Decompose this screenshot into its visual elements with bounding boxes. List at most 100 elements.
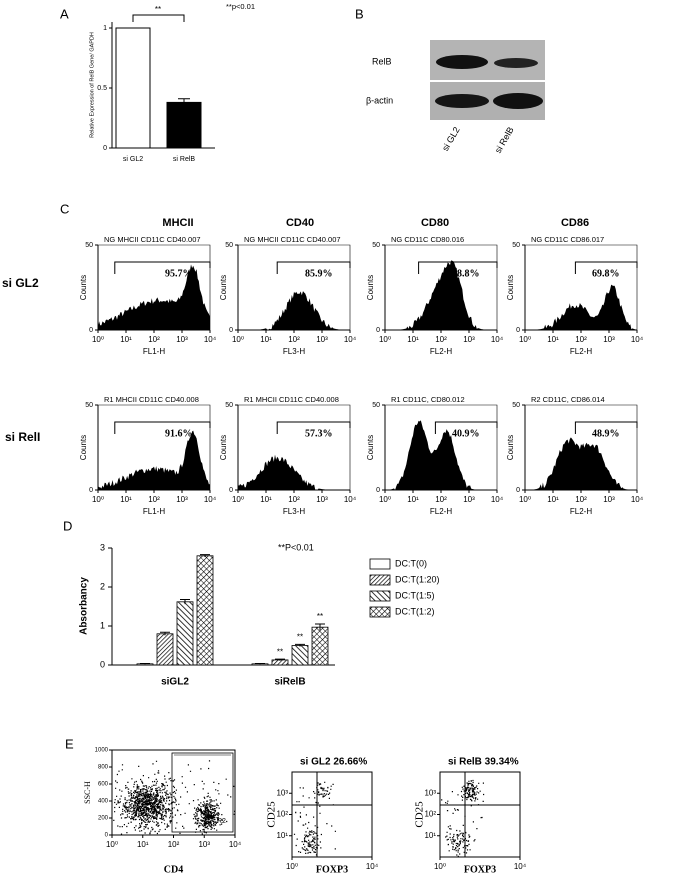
y-axis-label: CD25 — [266, 801, 278, 828]
x-tick-label: 10² — [168, 840, 180, 849]
y-tick-label: 10¹ — [276, 831, 288, 840]
x-tick-label: 10⁴ — [631, 335, 644, 344]
y-tick-label: 1 — [100, 620, 105, 630]
gate — [114, 261, 211, 274]
panel-label: D — [63, 518, 72, 533]
y-axis-label: Counts — [79, 275, 88, 300]
y-tick-label: 600 — [98, 782, 109, 788]
y-axis-label: Absorbancy — [79, 577, 90, 635]
x-tick-label: 10¹ — [137, 840, 149, 849]
y-tick-label: 0 — [103, 145, 107, 152]
error-bar — [255, 662, 265, 665]
y-tick-label: 50 — [512, 402, 520, 409]
plot-frame — [385, 244, 498, 330]
panel-label: C — [60, 201, 69, 216]
y-tick-label: 50 — [372, 242, 380, 249]
y-tick-label: 10³ — [276, 788, 288, 797]
lane-label: si RelB — [493, 125, 516, 155]
x-tick-label: 10¹ — [260, 495, 272, 504]
error-bar — [295, 643, 305, 647]
gate — [276, 261, 351, 274]
bar — [166, 101, 202, 149]
x-tick-label: 10² — [148, 335, 160, 344]
bar — [196, 555, 214, 666]
x-axis-label: FL2-H — [430, 507, 452, 516]
x-tick-label: 10⁴ — [491, 495, 504, 504]
row-label: si RelI — [5, 430, 40, 444]
y-axis-label: Counts — [366, 275, 375, 300]
y-tick-label: 800 — [98, 765, 109, 771]
plot-title: R1 CD11C, CD80.012 — [391, 395, 465, 404]
x-tick-label: 10³ — [198, 840, 210, 849]
x-tick-label: 10⁰ — [106, 840, 118, 849]
gate — [171, 752, 234, 833]
x-tick-label: siGL2 — [161, 677, 189, 688]
x-tick-label: 10⁴ — [366, 862, 379, 871]
legend-swatch — [369, 574, 391, 586]
y-tick-label: 50 — [85, 402, 93, 409]
x-tick-label: 10⁴ — [204, 495, 217, 504]
error-bar — [315, 623, 325, 631]
plot-title: NG MHCII CD11C CD40.007 — [244, 235, 341, 244]
gate — [276, 421, 351, 434]
row-label: β-actin — [366, 95, 393, 105]
gate-percent: 95.7% — [165, 268, 193, 279]
bar — [311, 626, 329, 666]
plot-frame — [525, 244, 638, 330]
y-tick-label: 10² — [424, 810, 436, 819]
lane-label: si GL2 — [440, 125, 462, 153]
gate-percent: 91.6% — [165, 428, 193, 439]
legend-swatch — [369, 558, 391, 570]
blot — [430, 40, 545, 120]
x-tick-label: 10⁴ — [229, 840, 242, 849]
y-axis-label: Counts — [79, 435, 88, 460]
x-axis-label: FL2-H — [570, 347, 592, 356]
x-axis-label: FL2-H — [570, 507, 592, 516]
plot-title: NG CD11C CD86.017 — [531, 235, 604, 244]
y-tick-label: 0 — [100, 659, 105, 669]
plot-title: R1 MHCII CD11C CD40.008 — [244, 395, 339, 404]
error-bar — [160, 631, 170, 636]
y-tick-label: 1000 — [95, 748, 109, 754]
x-tick-label: 10⁴ — [204, 335, 217, 344]
x-tick-label: siRelB — [274, 677, 305, 688]
column-header: CD80 — [421, 217, 449, 229]
legend-swatch — [369, 590, 391, 602]
x-axis-label: CD4 — [164, 864, 183, 875]
histogram — [238, 454, 350, 490]
histogram — [385, 260, 497, 330]
x-tick-label: 10¹ — [120, 495, 132, 504]
row-label: RelB — [372, 56, 392, 66]
column-header: MHCII — [162, 217, 193, 229]
plot-frame — [238, 404, 351, 490]
x-tick-label: 10⁰ — [379, 335, 391, 344]
gate — [574, 421, 638, 434]
y-tick-label: 10³ — [424, 788, 436, 797]
column-header: CD86 — [561, 217, 589, 229]
y-tick-label: 200 — [98, 816, 109, 822]
x-axis-label: FOXP3 — [316, 864, 348, 875]
significance: ** — [277, 647, 283, 656]
gate — [434, 421, 498, 434]
significance-bracket — [132, 14, 185, 22]
x-tick-label: 10¹ — [407, 335, 419, 344]
x-tick-label: 10³ — [463, 495, 475, 504]
y-tick-label: 50 — [512, 242, 520, 249]
bar — [115, 27, 151, 149]
y-tick-label: 0.5 — [97, 85, 107, 92]
panel-label: E — [65, 736, 74, 751]
gate-percent: 69.8% — [592, 268, 620, 279]
y-axis-label: Relative Expression of RelB Gene/ GAPDH — [89, 32, 95, 138]
y-tick-label: 0 — [516, 327, 520, 334]
x-tick-label: 10⁰ — [434, 862, 446, 871]
y-tick-label: 0 — [229, 487, 233, 494]
x-tick-label: 10⁴ — [514, 862, 527, 871]
x-tick-label: 10⁴ — [344, 335, 357, 344]
histogram — [98, 430, 210, 490]
x-tick-label: 10¹ — [407, 495, 419, 504]
gate-percent: 68.8% — [452, 268, 480, 279]
y-tick-label: 0 — [89, 487, 93, 494]
x-axis-label: FL1-H — [143, 347, 165, 356]
error-bar — [140, 662, 150, 665]
